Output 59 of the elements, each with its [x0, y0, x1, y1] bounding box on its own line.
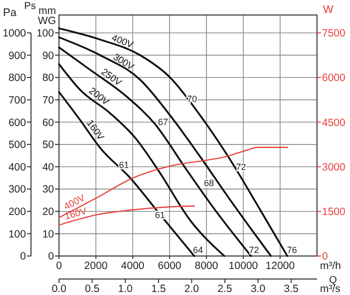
y2-axis-title: mm WG: [38, 5, 56, 27]
text: Ps: [24, 1, 36, 12]
y-tick-label: 500: [8, 139, 26, 152]
text: 400V: [110, 32, 136, 52]
y-tick-label: 300: [8, 184, 26, 196]
y3-tick-label: 0: [322, 250, 328, 263]
y-tick-label: 400: [8, 161, 26, 174]
y3-tick-label: 3000: [322, 161, 346, 174]
annotation: 72: [248, 245, 260, 256]
y2-tick-label: 0: [48, 250, 54, 263]
y-axis-title: Pa: [3, 7, 18, 19]
y3-tick-label: 1500: [322, 206, 346, 218]
y2-tick-label: 40: [42, 161, 54, 174]
x2-tick-label: 3.5: [284, 283, 299, 295]
x-tick-label: 12000: [266, 260, 295, 272]
x2-tick-label: 1.0: [118, 283, 133, 295]
x-tick-label: 0: [56, 260, 62, 272]
text: Q: [329, 275, 338, 286]
annotation: 76: [286, 245, 298, 256]
y2-tick-label: 90: [42, 50, 54, 62]
x-tick-label: 10000: [228, 260, 258, 272]
annotation: 68: [204, 178, 214, 188]
x-tick-label: 2000: [84, 260, 108, 272]
y2-tick-label: 80: [42, 72, 54, 84]
y2-tick-label: 60: [42, 116, 54, 129]
y2-tick-label: 20: [42, 206, 54, 218]
y3-tick-label: 4500: [322, 116, 346, 129]
y2-tick-label: 10: [42, 228, 54, 240]
y-tick-label: 900: [8, 50, 26, 62]
x2-tick-label: 2.0: [184, 283, 200, 295]
annotation: 61: [118, 160, 130, 170]
x2-tick-label: 0.5: [84, 283, 100, 295]
annotation: 64: [192, 245, 204, 256]
x-tick-label: 4000: [121, 260, 145, 272]
y2-tick-label: 100: [36, 28, 54, 40]
y3-tick-label: 6000: [322, 72, 346, 84]
x2-tick-label: 3.0: [250, 283, 266, 295]
x2-tick-label: 2.5: [218, 283, 232, 295]
y-tick-label: 700: [8, 94, 26, 106]
y-tick-label: 600: [8, 116, 26, 129]
y-tick-label: 800: [8, 72, 26, 84]
y2-tick-label: 70: [42, 94, 54, 106]
x-tick-label: 6000: [158, 260, 182, 272]
y2-tick-label: 30: [42, 184, 54, 196]
x2-tick-label: 1.5: [151, 283, 166, 295]
annotation: 72: [236, 162, 246, 172]
y-tick-label: 0: [20, 250, 26, 263]
y-tick-label: 100: [8, 228, 26, 240]
y2-tick-label: 50: [42, 139, 54, 152]
y-tick-label: 200: [8, 206, 26, 218]
line-series: [58, 146, 288, 218]
y3-axis-title: W: [323, 4, 334, 16]
y3-tick-label: 7500: [322, 28, 346, 40]
x2-tick-label: 0.0: [52, 283, 66, 295]
y-tick-label: 1000: [2, 28, 26, 40]
annotation: 67: [158, 117, 168, 128]
x2-axis-title: m³/s: [320, 283, 340, 295]
x-axis-title: m³/h: [320, 260, 342, 272]
x-tick-label: 8000: [194, 260, 218, 272]
